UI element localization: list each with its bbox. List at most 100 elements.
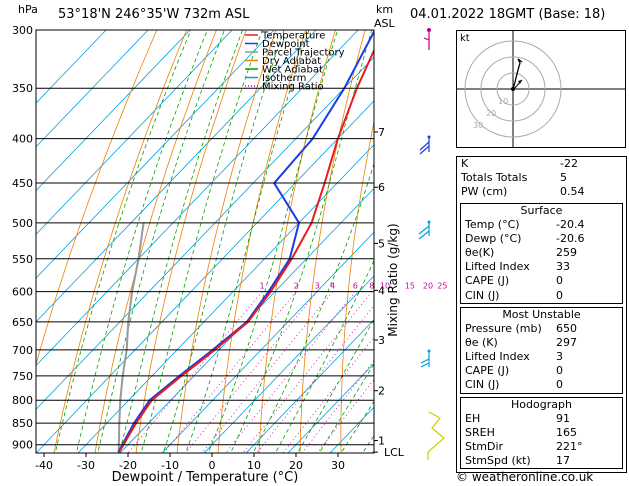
dry-adiabat-line [36, 30, 158, 366]
legend-item-label: Dry Adiabat [262, 56, 321, 67]
km-tick-label: 4 [378, 284, 385, 297]
isotherm-line [36, 30, 275, 279]
wet-adiabat-line [118, 30, 243, 453]
mixing-ratio-line [301, 359, 374, 453]
mixing-ratio-label: 3 [315, 282, 320, 291]
wet-adiabat-line [97, 30, 225, 453]
mixing-ratio-line [242, 291, 373, 453]
hodograph-trace [512, 58, 523, 90]
isotherm-line [36, 30, 317, 323]
legend-item-label: Isotherm [262, 73, 306, 84]
surface-section: Surface Temp (°C) -20.4 Dewp (°C) -20.6 θe… [460, 202, 623, 304]
pressure-tick-label: 300 [12, 24, 33, 37]
pressure-tick-label: 650 [12, 316, 33, 329]
mixing-ratio-label: 25 [437, 282, 447, 291]
dry-adiabat-line [176, 30, 277, 453]
wet-adiabat-line [207, 30, 338, 453]
pressure-tick-label: 900 [12, 439, 33, 452]
isotherm-line [36, 30, 233, 235]
dry-adiabat-line [340, 119, 374, 453]
asl-unit-label: ASL [374, 17, 395, 30]
dry-adiabat-line [94, 30, 217, 453]
pressure-tick-label: 350 [12, 82, 33, 95]
surface-row: θe(K) 259 [465, 245, 577, 259]
pressure-tick-label: 500 [12, 217, 33, 230]
surface-row: Lifted Index 33 [465, 260, 570, 274]
mixing-ratio-label: 8 [369, 282, 374, 291]
pressure-tick-label: 450 [12, 177, 33, 190]
pressure-tick-label: 600 [12, 286, 33, 299]
wet-adiabat-line [252, 162, 374, 453]
hodograph-unit: kt [460, 33, 470, 44]
location-title: 53°18'N 246°35'W 732m ASL [58, 7, 250, 22]
most-unstable-row: Lifted Index 3 [465, 350, 563, 364]
legend-item-label: Wet Adiabat [262, 65, 323, 76]
pressure-tick-label: 700 [12, 344, 33, 357]
wet-adiabat-line [296, 318, 374, 453]
km-tick-label: 2 [378, 385, 385, 398]
wet-adiabat-line [274, 259, 374, 453]
index-row-pw: PW (cm) 0.54 [461, 185, 585, 199]
dry-adiabat-line [135, 30, 247, 453]
dewpoint-profile [117, 30, 374, 453]
x-tick-label: -40 [35, 459, 53, 472]
surface-row: Temp (°C) -20.4 [465, 217, 585, 231]
mixing-ratio-axis-title: Mixing Ratio (g/kg) [386, 223, 400, 336]
km-tick-label: 7 [378, 126, 385, 139]
km-tick-label: 3 [378, 334, 385, 347]
wet-adiabat-line [140, 30, 263, 453]
km-tick-label: LCL [384, 446, 405, 459]
dry-adiabat-line [419, 30, 454, 453]
wet-adiabat-line [162, 30, 285, 453]
hodograph-row: SREH 165 [465, 425, 577, 439]
hodograph-ring-10: 10 [498, 97, 508, 106]
hodograph-section: Hodograph EH 91 SREH 165 StmDir 221° StmSpd… [460, 396, 623, 470]
surface-row: Dewp (°C) -20.6 [465, 231, 585, 245]
pressure-tick-label: 550 [12, 253, 33, 266]
mixing-ratio-label: 1 [260, 282, 265, 291]
surface-title: Surface [520, 203, 563, 217]
x-tick-label: -10 [161, 459, 179, 472]
isotherm-line [36, 30, 191, 192]
datetime-title: 04.01.2022 18GMT (Base: 18) [410, 7, 606, 22]
mixing-ratio-label: 15 [405, 282, 415, 291]
legend-item-label: Mixing Ratio [262, 82, 324, 93]
copyright-footer: © weatheronline.co.uk [456, 470, 594, 484]
index-row-totals: Totals Totals 5 [461, 171, 567, 185]
mixing-ratio-line [201, 291, 333, 453]
wet-adiabat-line [75, 30, 208, 453]
hodograph-row: StmSpd (kt) 17 [465, 454, 570, 468]
x-tick-label: 0 [209, 459, 216, 472]
surface-row: CIN (J) 0 [465, 288, 563, 302]
x-tick-label: 10 [247, 459, 261, 472]
hodograph-row: StmDir 221° [465, 440, 583, 453]
mixing-ratio-label: 2 [294, 282, 299, 291]
km-tick-label: 5 [378, 237, 385, 250]
most-unstable-title: Most Unstable [502, 307, 581, 321]
isotherm-line [36, 30, 149, 148]
pressure-tick-label: 850 [12, 417, 33, 430]
isotherm-line [161, 231, 374, 453]
hodograph-title: Hodograph [511, 397, 572, 411]
km-tick-label: 1 [378, 434, 385, 447]
hodograph-row: EH 91 [465, 411, 570, 425]
x-tick-label: -20 [119, 459, 137, 472]
pressure-unit-label: hPa [18, 3, 38, 16]
mixing-ratio-line [282, 336, 374, 453]
wet-adiabat-line [185, 30, 310, 453]
most-unstable-row: CAPE (J) 0 [465, 364, 563, 378]
dry-adiabat-line [217, 30, 307, 453]
surface-row: CAPE (J) 0 [465, 274, 563, 288]
mixing-ratio-label: 6 [353, 282, 358, 291]
km-unit-label: km [376, 3, 394, 16]
most-unstable-section: Most Unstable Pressure (mb) 650 θe (K) 297… [460, 306, 623, 394]
pressure-tick-label: 750 [12, 370, 33, 383]
legend-item-label: Temperature [261, 31, 325, 42]
isotherm-line [77, 144, 374, 453]
x-axis-title: Dewpoint / Temperature (°C) [112, 470, 299, 485]
index-row-k: K -22 [461, 157, 578, 170]
mixing-ratio-label: 20 [423, 282, 433, 291]
mixing-ratio-label: 10 [380, 282, 390, 291]
